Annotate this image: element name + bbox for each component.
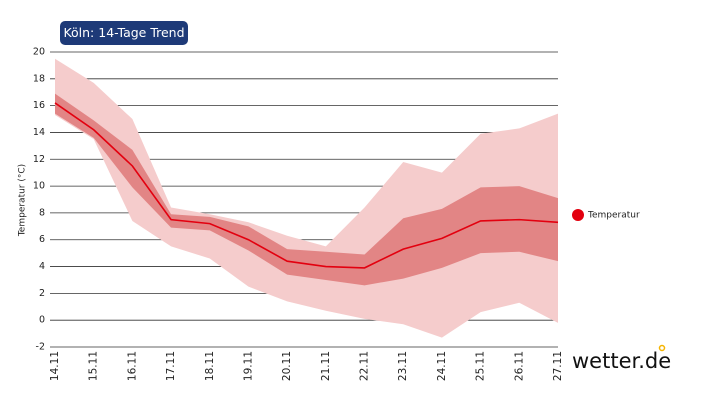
x-tick-label: 23.11 bbox=[397, 351, 409, 381]
x-tick-label: 20.11 bbox=[281, 351, 293, 381]
y-tick-label: 12 bbox=[33, 154, 45, 165]
y-tick-label: 6 bbox=[39, 234, 45, 245]
x-tick-label: 16.11 bbox=[126, 351, 138, 381]
x-tick-label: 14.11 bbox=[49, 351, 61, 381]
x-tick-label: 15.11 bbox=[88, 351, 100, 381]
y-axis-label: Temperatur (°C) bbox=[18, 164, 28, 237]
range-band bbox=[55, 93, 558, 286]
brand-logo: wetter.de bbox=[572, 349, 671, 373]
chart-title: Köln: 14-Tage Trend bbox=[63, 25, 184, 40]
y-tick-label: 16 bbox=[33, 100, 45, 111]
y-tick-label: 0 bbox=[39, 315, 45, 326]
legend-label: Temperatur bbox=[587, 211, 640, 221]
x-tick-label: 25.11 bbox=[475, 351, 487, 381]
y-tick-label: 4 bbox=[39, 261, 45, 272]
x-tick-label: 18.11 bbox=[204, 351, 216, 381]
y-tick-label: 2 bbox=[39, 288, 45, 299]
logo-dot bbox=[658, 344, 666, 352]
temperature-line bbox=[54, 102, 559, 269]
y-tick-label: 18 bbox=[33, 73, 45, 84]
y-tick-label: 20 bbox=[33, 47, 45, 58]
y-tick-label: 14 bbox=[33, 127, 45, 138]
x-tick-label: 21.11 bbox=[320, 351, 332, 381]
y-tick-label: 10 bbox=[33, 181, 45, 192]
x-tick-label: 19.11 bbox=[242, 351, 254, 381]
x-tick-label: 22.11 bbox=[359, 351, 371, 381]
x-tick-label: 17.11 bbox=[165, 351, 177, 381]
title-badge bbox=[60, 21, 188, 45]
legend-marker bbox=[572, 209, 584, 221]
y-tick-label: -2 bbox=[36, 342, 45, 353]
y-tick-label: 8 bbox=[39, 207, 45, 218]
x-tick-label: 27.11 bbox=[552, 351, 564, 381]
x-tick-label: 26.11 bbox=[513, 351, 525, 381]
x-tick-label: 24.11 bbox=[436, 351, 448, 381]
